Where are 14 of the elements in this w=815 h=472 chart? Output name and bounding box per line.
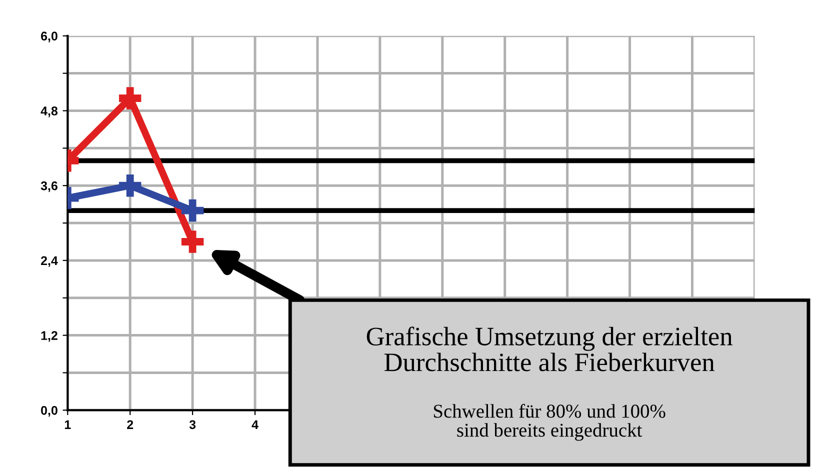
- y-tick-label: 1,2: [41, 331, 58, 342]
- x-tick-label: 1: [64, 420, 71, 429]
- point: [181, 230, 204, 253]
- y-tick-label: 2,4: [40, 256, 58, 267]
- x-tick-label: 4: [252, 420, 258, 429]
- y-tick-label: 4,8: [40, 106, 58, 118]
- y-tick-label: 3,6: [40, 181, 58, 192]
- x-tick-label: 2: [127, 420, 134, 429]
- annotation: Grafische Umsetzung der erzielten Durchschnitte als Fieberkurven: [366, 326, 732, 372]
- y-tick-label: 0,0: [41, 406, 58, 417]
- point: [181, 199, 204, 222]
- annotation: Schwellen für 80% und 100% sind bereits eingedruckt: [434, 404, 666, 441]
- y-tick-label: 6,0: [41, 32, 58, 42]
- x-tick-label: 3: [189, 420, 196, 430]
